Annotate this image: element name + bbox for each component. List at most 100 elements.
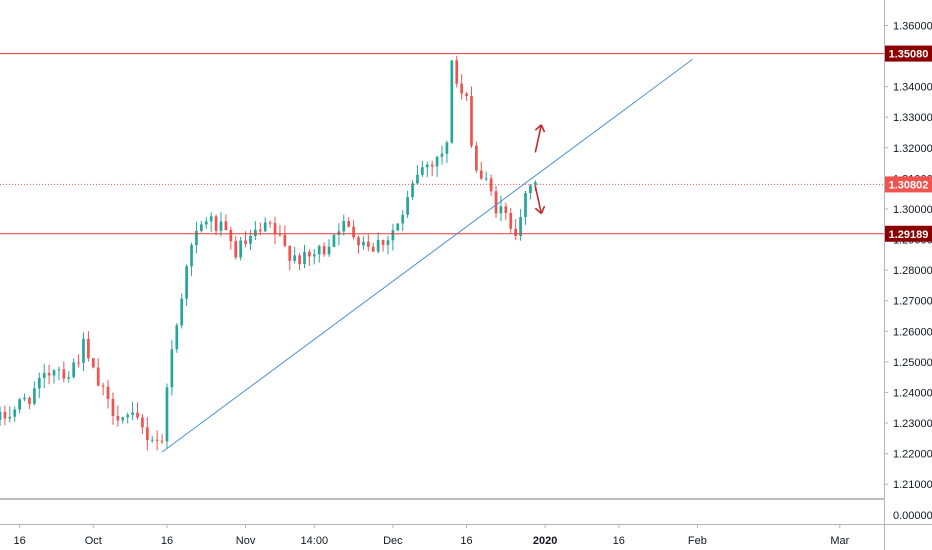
candle <box>386 235 390 255</box>
candle <box>175 323 179 353</box>
candle-body <box>371 246 375 252</box>
candle-body <box>411 183 414 198</box>
candle <box>165 383 169 449</box>
candle <box>62 361 66 383</box>
candle <box>47 364 51 385</box>
candle-body <box>362 241 365 246</box>
candle <box>312 249 316 265</box>
candles-layer <box>0 55 537 451</box>
candle <box>185 264 188 306</box>
candle-body <box>195 230 198 245</box>
candle <box>366 234 370 252</box>
candle-body <box>121 417 125 421</box>
candle-body <box>416 174 419 184</box>
candle-body <box>155 439 159 441</box>
candle <box>479 161 483 181</box>
candle <box>121 416 125 424</box>
candle <box>136 402 139 420</box>
time-tick-label: 14:00 <box>301 535 329 547</box>
time-tick-label: Nov <box>236 535 256 547</box>
candle-body <box>224 221 228 231</box>
candle-body <box>529 185 532 193</box>
candle-body <box>430 164 434 167</box>
time-tick-label: 2020 <box>533 535 557 547</box>
candle-body <box>160 440 164 442</box>
candle <box>13 406 17 422</box>
candle <box>106 380 110 409</box>
candle <box>116 405 120 427</box>
price-tick-label: 1.21000 <box>893 479 932 491</box>
candle-body <box>175 325 179 350</box>
candle <box>352 220 355 240</box>
candle-body <box>465 93 468 97</box>
candle-body <box>499 206 503 214</box>
candle-body <box>401 214 405 224</box>
candle-body <box>484 178 488 180</box>
candle-body <box>219 221 223 231</box>
arrow-up-icon[interactable] <box>534 124 546 153</box>
candle-body <box>391 230 395 241</box>
candle-body <box>273 223 277 235</box>
candle-body <box>180 298 184 326</box>
arrow-down-icon[interactable] <box>534 185 546 215</box>
price-badge-label: 1.29189 <box>889 229 929 241</box>
candle-body <box>141 417 144 428</box>
candle <box>514 219 518 241</box>
time-tick-label: Feb <box>688 535 707 547</box>
candle <box>460 74 463 100</box>
candle-body <box>322 246 326 255</box>
candle <box>28 396 31 410</box>
candle-body <box>170 349 174 388</box>
candle <box>421 160 424 178</box>
candle <box>489 174 493 196</box>
candle-body <box>72 362 76 378</box>
candle <box>529 183 532 200</box>
candle-body <box>386 240 390 245</box>
candle <box>298 252 301 271</box>
candle <box>435 155 439 177</box>
candle-body <box>62 369 66 379</box>
candle <box>494 185 498 218</box>
candle-body <box>3 411 7 419</box>
candle-body <box>18 399 21 410</box>
candle <box>190 242 193 277</box>
candle <box>180 293 184 329</box>
candle <box>475 141 478 173</box>
candle-body <box>116 415 120 421</box>
candle <box>195 221 198 254</box>
candle-body <box>239 240 242 258</box>
candle <box>509 207 513 234</box>
price-tick-label: 1.22000 <box>893 449 932 461</box>
candle-body <box>337 231 341 235</box>
candle <box>376 232 380 254</box>
trendline[interactable] <box>161 58 693 453</box>
candle-body <box>308 251 311 257</box>
price-tick-label: 1.25000 <box>893 357 932 369</box>
candle-body <box>396 223 400 231</box>
candle <box>160 434 164 445</box>
candle <box>131 401 134 421</box>
time-axis[interactable]: 16 Oct 16 Nov 14:00 Dec 16 2020 16 Feb Mar <box>14 524 850 548</box>
price-badge: 1.29189 <box>885 225 932 242</box>
candle <box>430 160 434 177</box>
candle <box>347 217 351 228</box>
drawings-layer <box>0 53 884 453</box>
candle <box>278 224 282 237</box>
candle <box>283 225 287 248</box>
candle <box>219 212 223 237</box>
price-badge-label: 1.30802 <box>889 179 929 191</box>
candle-body <box>67 377 71 379</box>
time-tick-label: Mar <box>830 535 849 547</box>
candle <box>18 397 21 414</box>
candle <box>342 214 346 236</box>
candle-body <box>519 216 522 236</box>
candle <box>145 417 149 451</box>
candle <box>234 235 238 260</box>
candle <box>381 239 385 252</box>
candle <box>411 180 414 200</box>
candle <box>57 366 61 381</box>
candle-body <box>263 222 267 232</box>
candle-body <box>47 372 51 376</box>
candle <box>519 209 522 241</box>
